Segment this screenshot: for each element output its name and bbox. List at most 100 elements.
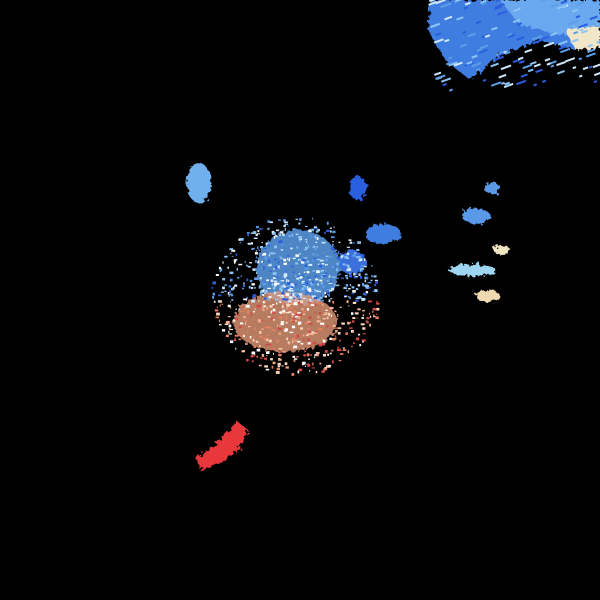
speckle [280,321,285,323]
speckle [219,268,223,271]
speckle [228,330,230,334]
speckle [256,348,261,352]
speckle [314,354,317,356]
speckle [337,250,340,253]
speckle [307,364,311,367]
speckle [324,278,326,280]
speckle [315,354,319,357]
speckle [265,290,268,292]
speckle [371,274,373,278]
speckle [464,1,471,6]
speckle [316,320,321,323]
speckle [307,304,309,308]
speckle [454,0,465,3]
speckle [369,323,371,327]
speckle [290,294,292,296]
speckle [295,320,298,322]
speckle [313,257,317,260]
speckle [295,315,299,318]
speckle [360,265,365,267]
speckle [312,281,315,284]
speckle [253,237,258,239]
speckle [374,289,378,293]
speckle [308,263,313,266]
speckle [337,346,340,348]
speckle [238,263,243,266]
speckle [249,279,253,283]
speckle [282,290,284,294]
speckle [291,289,294,293]
speckle [303,338,305,341]
speckle [271,283,273,286]
speckle [371,264,373,267]
speckle [259,277,262,280]
speckle [449,88,453,92]
speckle [301,307,304,311]
speckle [263,304,264,307]
speckle [271,329,276,332]
speckle [267,220,270,223]
speckle [524,48,533,54]
speckle [314,235,317,239]
speckle [212,295,214,299]
speckle [462,30,467,34]
speckle [280,311,283,314]
speckle [300,287,303,290]
speckle [430,22,441,28]
speckle [249,262,252,264]
speckle [317,315,320,319]
speckle [546,62,551,66]
speckle [313,275,318,277]
echo-region [494,245,510,255]
speckle [329,274,331,277]
speckle [550,31,558,37]
speckle [297,266,300,269]
speckle [321,342,326,346]
speckle [585,52,596,58]
speckle [243,284,246,287]
speckle [284,221,288,224]
speckle [234,284,238,287]
speckle [263,305,266,308]
speckle [270,310,273,314]
speckle [295,254,299,257]
speckle [229,306,232,309]
speckle [364,284,368,288]
speckle [354,276,359,278]
speckle [216,312,220,316]
speckle [267,343,272,346]
speckle [287,277,289,279]
speckle [285,366,289,369]
speckle [320,322,325,325]
speckle [361,297,365,301]
speckle [256,272,258,274]
speckle [323,251,325,254]
speckle [515,79,527,86]
speckle [435,0,446,5]
speckle-field [211,0,600,376]
speckle [337,348,341,352]
speckle [306,308,310,311]
speckle [301,280,305,284]
speckle [323,368,327,371]
speckle [267,316,271,318]
speckle [320,282,323,285]
speckle [348,322,350,325]
speckle [516,36,525,41]
speckle [246,358,249,362]
speckle [328,364,332,367]
speckle [298,313,302,316]
speckle [267,242,270,244]
speckle [593,71,600,77]
speckle [357,241,361,244]
speckle [263,267,265,270]
speckle [312,217,313,220]
speckle [229,290,231,293]
speckle [295,262,299,265]
speckle [326,221,329,225]
speckle [250,314,252,317]
speckle [504,81,511,86]
speckle [272,277,277,279]
speckle [587,48,595,54]
speckle [556,60,566,67]
